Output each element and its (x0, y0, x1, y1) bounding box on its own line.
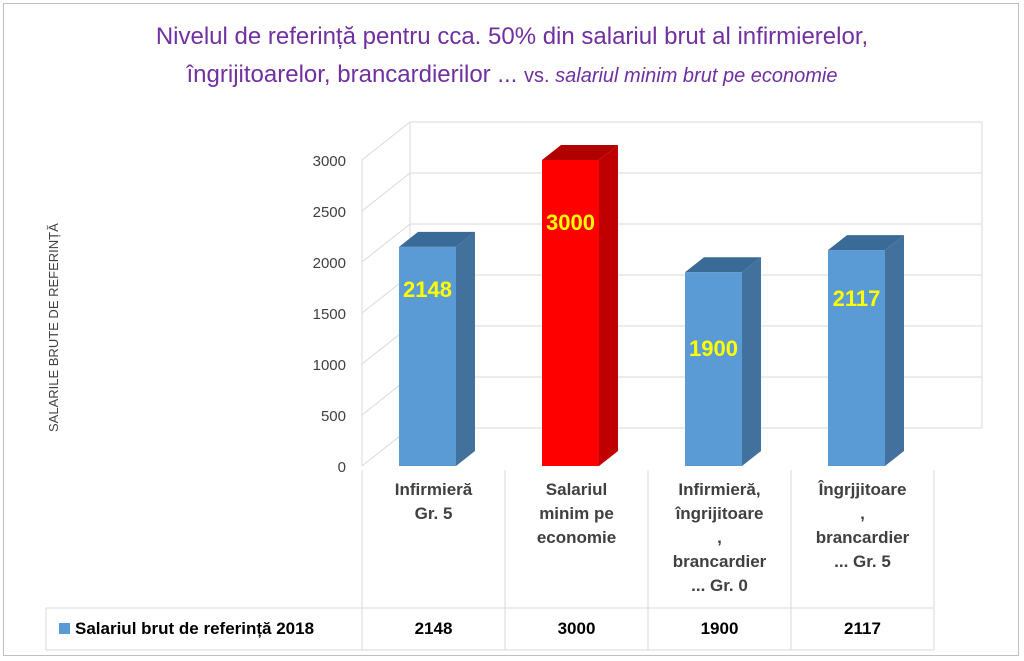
gridline-side (361, 172, 411, 212)
x-category-label: Salariul minim pe economie (536, 480, 617, 547)
bar-top (828, 235, 904, 251)
legend-label: Salariul brut de referință 2018 (75, 619, 315, 638)
x-category-label: Infirmieră Gr. 5 (394, 480, 473, 523)
bar-top (685, 257, 761, 273)
chart-title: Nivelul de referință pentru cca. 50% din… (0, 18, 1024, 95)
table-value-cell: 1900 (700, 619, 739, 638)
chart-title-vs: vs. (524, 65, 556, 87)
bar-side (742, 257, 761, 466)
legend-swatch (59, 623, 70, 634)
y-axis-ticks: 0 500 1000 1500 2000 2500 3000 (313, 153, 346, 476)
y-tick-label: 0 (338, 459, 346, 476)
bar-side (599, 145, 618, 466)
chart-title-line2: îngrijitoarelor, brancardierilor ... vs.… (0, 56, 1024, 95)
y-tick-label: 2500 (313, 204, 346, 221)
y-tick-label: 3000 (313, 153, 346, 170)
y-tick-label: 500 (321, 408, 346, 425)
table-value-cell: 2148 (414, 619, 453, 638)
bars (399, 145, 904, 466)
bar (828, 250, 885, 466)
chart-title-line2-main: îngrijitoarelor, brancardierilor ... (186, 61, 524, 88)
bar (542, 160, 599, 466)
chart-title-line1: Nivelul de referință pentru cca. 50% din… (155, 23, 869, 50)
data-label: 2117 (833, 286, 881, 311)
y-tick-label: 2000 (313, 255, 346, 272)
bar-side (885, 235, 904, 466)
table-value-cell: 3000 (557, 619, 596, 638)
x-category-label: Infirmieră, îngrijitoare , brancardier .… (672, 480, 767, 595)
data-label: 2148 (403, 277, 452, 302)
bar-top (399, 231, 475, 247)
y-tick-label: 1500 (313, 306, 346, 323)
bar-top (542, 145, 618, 160)
x-category-label: Îngrjjitoare , brancardier ... Gr. 5 (815, 480, 910, 571)
data-label: 1900 (689, 336, 738, 361)
y-tick-label: 1000 (313, 357, 346, 374)
table-value-cell: 2117 (844, 619, 881, 638)
bar-side (456, 231, 475, 466)
bar (399, 246, 456, 466)
data-label: 3000 (546, 210, 595, 235)
gridline-side (361, 223, 411, 263)
data-labels: 2148 3000 1900 2117 (403, 210, 880, 361)
chart-title-italic: salariul minim brut pe economie (555, 65, 838, 87)
gridline-side (361, 121, 411, 161)
data-table-lines (45, 470, 935, 651)
y-axis-label: SALARILE BRUTE DE REFERINȚĂ (46, 223, 61, 432)
bar (685, 272, 742, 466)
